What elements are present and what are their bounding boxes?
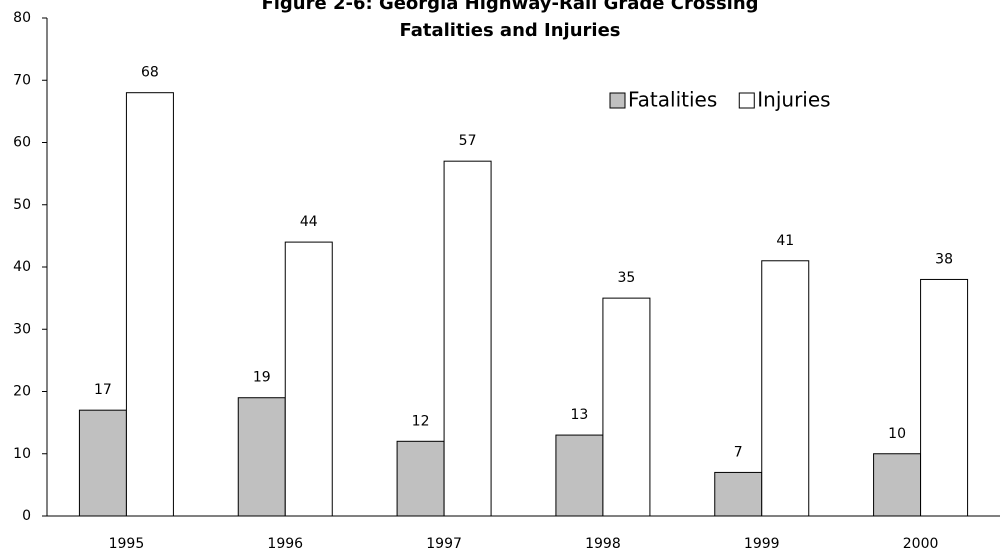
data-label: 35 (618, 270, 636, 286)
legend-swatch (609, 92, 626, 109)
data-label: 7 (734, 444, 743, 460)
bar (602, 297, 651, 517)
bar (443, 160, 492, 517)
bar (125, 92, 174, 517)
x-tick-label: 1999 (744, 536, 780, 552)
bar (873, 453, 922, 517)
chart-title: Figure 2-6: Georgia Highway-Rail Grade C… (261, 0, 758, 14)
bar (761, 260, 810, 517)
bar (284, 241, 333, 517)
chart-title: Fatalities and Injuries (399, 20, 620, 41)
data-label: 12 (412, 413, 430, 429)
data-label: 44 (300, 214, 318, 230)
data-label: 19 (253, 370, 271, 386)
data-label: 68 (141, 65, 159, 81)
y-tick-label: 20 (13, 384, 31, 400)
data-label: 10 (888, 426, 906, 442)
legend-label: Fatalities (628, 88, 717, 112)
legend-swatch (738, 92, 755, 109)
bar (78, 409, 127, 517)
bar (555, 434, 604, 517)
data-label: 41 (776, 233, 794, 249)
bar (396, 440, 445, 517)
legend-label: Injuries (757, 88, 830, 112)
bar (714, 471, 763, 517)
y-tick-label: 50 (13, 197, 31, 213)
y-tick-label: 60 (13, 135, 31, 151)
data-label: 13 (571, 407, 589, 423)
bar (920, 278, 969, 517)
y-tick-label: 80 (13, 10, 31, 26)
x-tick-label: 1996 (267, 536, 303, 552)
data-label: 57 (459, 133, 477, 149)
y-tick-label: 10 (13, 446, 31, 462)
bar (237, 397, 286, 517)
y-tick-label: 0 (22, 508, 31, 524)
x-tick-label: 1997 (426, 536, 462, 552)
y-tick-label: 70 (13, 72, 31, 88)
y-tick-label: 30 (13, 321, 31, 337)
x-tick-label: 1995 (109, 536, 145, 552)
data-label: 17 (94, 382, 112, 398)
x-tick-label: 1998 (585, 536, 621, 552)
y-tick-label: 40 (13, 259, 31, 275)
x-tick-label: 2000 (903, 536, 939, 552)
data-label: 38 (935, 251, 953, 267)
